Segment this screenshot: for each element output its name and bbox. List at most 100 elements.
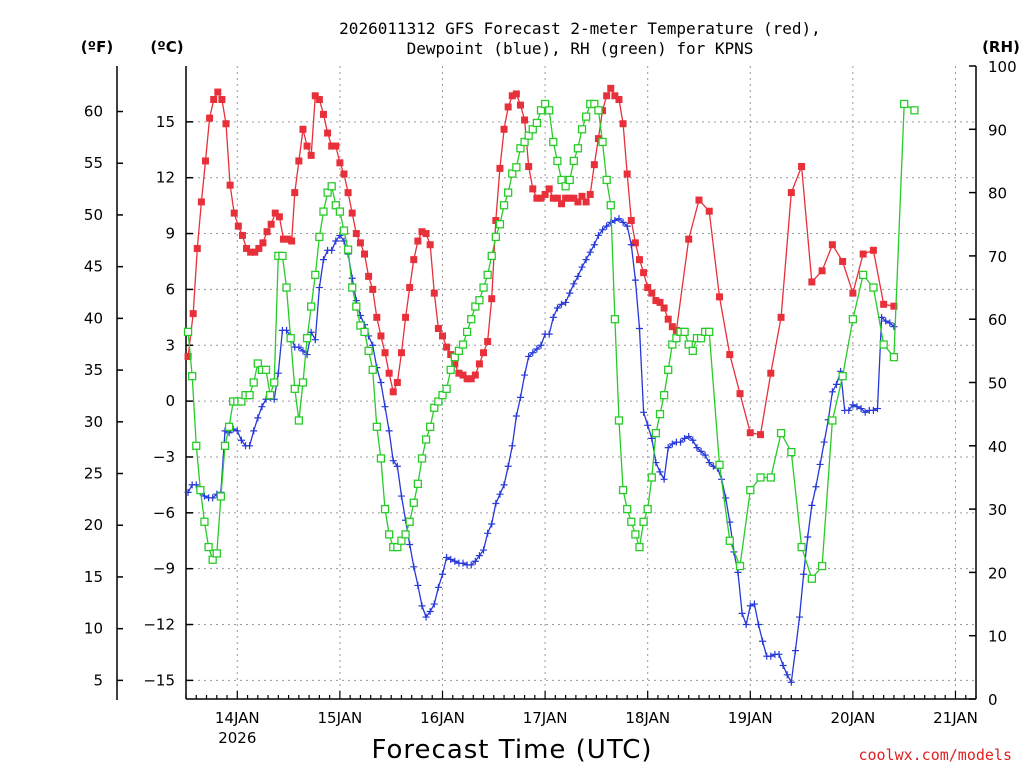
data-point bbox=[631, 530, 640, 539]
data-point bbox=[226, 181, 234, 189]
data-point bbox=[360, 327, 369, 337]
data-point bbox=[693, 444, 701, 452]
data-point bbox=[529, 185, 537, 193]
data-point bbox=[303, 142, 311, 150]
data-point bbox=[504, 103, 512, 111]
data-point bbox=[295, 157, 303, 165]
data-point bbox=[791, 647, 799, 655]
data-point bbox=[265, 391, 275, 400]
data-point bbox=[619, 120, 627, 128]
data-point bbox=[381, 403, 389, 411]
data-point bbox=[797, 542, 806, 552]
fahrenheit-tick-label: 20 bbox=[84, 516, 103, 534]
data-point bbox=[237, 436, 245, 444]
data-point bbox=[611, 92, 619, 100]
data-point bbox=[324, 129, 332, 137]
data-point bbox=[742, 621, 750, 629]
data-point bbox=[664, 444, 672, 452]
celsius-tick-label: −9 bbox=[153, 560, 175, 578]
data-point bbox=[736, 390, 744, 398]
data-point bbox=[397, 492, 405, 500]
data-point bbox=[250, 427, 258, 435]
data-point bbox=[380, 504, 390, 514]
data-point bbox=[307, 302, 316, 311]
data-point bbox=[426, 607, 434, 615]
data-point bbox=[644, 284, 652, 292]
data-point bbox=[311, 336, 319, 344]
source-credit: coolwx.com/models bbox=[858, 746, 1012, 764]
data-point bbox=[500, 125, 508, 133]
data-point bbox=[328, 246, 336, 254]
data-point bbox=[307, 151, 315, 159]
data-point bbox=[243, 244, 251, 252]
x-tick-label: 14JAN bbox=[215, 709, 260, 727]
data-point bbox=[553, 304, 561, 312]
data-point bbox=[311, 92, 319, 100]
data-point bbox=[688, 346, 697, 356]
data-point bbox=[685, 432, 693, 440]
data-point bbox=[553, 156, 562, 166]
data-point bbox=[565, 175, 574, 185]
fahrenheit-tick-label: 55 bbox=[84, 154, 103, 172]
data-point bbox=[364, 346, 373, 356]
data-point bbox=[787, 447, 796, 457]
data-point bbox=[828, 388, 836, 396]
data-point bbox=[838, 372, 847, 381]
fahrenheit-tick-label: 25 bbox=[84, 465, 103, 483]
data-point bbox=[874, 405, 882, 413]
data-point bbox=[746, 602, 754, 610]
data-point bbox=[562, 194, 570, 202]
data-point bbox=[890, 323, 898, 331]
data-point bbox=[812, 483, 820, 491]
data-point bbox=[274, 369, 282, 377]
data-point bbox=[880, 300, 888, 308]
data-point bbox=[373, 313, 381, 321]
celsius-tick-label: −15 bbox=[143, 671, 175, 689]
data-point bbox=[726, 351, 734, 359]
data-point bbox=[900, 99, 909, 109]
data-point bbox=[200, 517, 209, 526]
fahrenheit-unit-label: (ºF) bbox=[81, 38, 113, 56]
data-point bbox=[267, 220, 275, 228]
data-point bbox=[336, 159, 344, 167]
fahrenheit-tick-label: 60 bbox=[84, 103, 103, 121]
data-point bbox=[777, 313, 785, 321]
plot-axes bbox=[116, 66, 977, 700]
data-point bbox=[442, 384, 451, 393]
data-point bbox=[525, 352, 533, 360]
data-point bbox=[635, 542, 644, 552]
data-point bbox=[574, 272, 582, 280]
data-point bbox=[611, 217, 619, 225]
data-point bbox=[402, 313, 410, 321]
data-point bbox=[488, 520, 496, 528]
data-point bbox=[627, 517, 636, 526]
data-point bbox=[689, 436, 697, 444]
data-point bbox=[582, 256, 590, 264]
data-point bbox=[328, 142, 336, 150]
data-point bbox=[607, 84, 615, 92]
data-point bbox=[516, 393, 524, 401]
data-point bbox=[594, 231, 602, 239]
data-point bbox=[798, 163, 806, 171]
data-point bbox=[332, 142, 340, 150]
data-point bbox=[471, 557, 479, 565]
fahrenheit-tick-label: 30 bbox=[84, 413, 103, 431]
fahrenheit-tick-label: 50 bbox=[84, 206, 103, 224]
data-point bbox=[545, 106, 554, 115]
data-point bbox=[644, 421, 652, 429]
data-point bbox=[406, 284, 414, 292]
data-point bbox=[549, 313, 557, 321]
data-point bbox=[189, 310, 197, 318]
x-axis-label: Forecast Time (UTC) bbox=[371, 735, 652, 765]
chart-subtitle: Dewpoint (blue), RH (green) for KPNS bbox=[407, 39, 754, 58]
data-point bbox=[680, 327, 689, 337]
data-point bbox=[643, 504, 652, 514]
data-point bbox=[315, 96, 323, 104]
data-point bbox=[660, 304, 668, 312]
data-point bbox=[695, 196, 703, 204]
data-point bbox=[648, 289, 656, 297]
data-point bbox=[767, 369, 775, 377]
data-point bbox=[681, 434, 689, 442]
data-point bbox=[578, 263, 586, 271]
data-point bbox=[288, 237, 296, 245]
